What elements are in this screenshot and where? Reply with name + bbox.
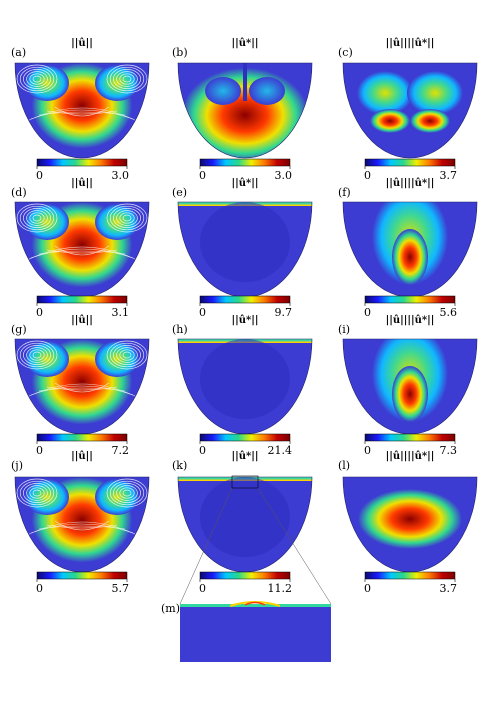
colorbar-min: 0: [36, 169, 43, 182]
panel-c: (c) ||û||||û*|| 0 3.7: [338, 38, 478, 182]
panel-title: ||û||||û*||: [386, 315, 435, 326]
panel-h: (h) ||û*|| 0 21.4: [172, 315, 313, 457]
colorbar-max: 3.1: [112, 306, 130, 319]
colorbar-max: 21.4: [268, 444, 293, 457]
panel-label: (l): [338, 459, 350, 472]
zoom-panel: [180, 604, 331, 662]
colorbar-min: 0: [36, 582, 43, 595]
colorbar-max: 5.6: [440, 306, 458, 319]
panel-d: (d) ||û|| 0 3.1: [11, 178, 150, 319]
colorbar-min: 0: [199, 444, 206, 457]
colorbar-max: 7.3: [440, 444, 458, 457]
panel-title: ||û*||: [231, 38, 258, 49]
colorbar-min: 0: [36, 444, 43, 457]
panel-label: (g): [11, 323, 27, 336]
colorbar: [199, 158, 291, 167]
colorbar-max: 3.7: [440, 169, 458, 182]
domain-field: [343, 63, 477, 158]
panel-b: (b) ||û*|| 0 3.0: [172, 38, 313, 182]
colorbar: [364, 295, 456, 304]
panel-title: ||û*||: [231, 451, 258, 462]
colorbar: [36, 433, 128, 442]
panel-f: (f) ||û||||û*|| 0 5.6: [338, 178, 478, 319]
colorbar-max: 5.7: [112, 582, 130, 595]
panels-group: (a)||û||0 3.0(b)||û*||0 3.0(c)||û||||û*||0…: [11, 38, 478, 595]
colorbar-max: 3.7: [440, 582, 458, 595]
zoom-box: [231, 475, 259, 489]
colorbar: [36, 158, 128, 167]
colorbar: [199, 295, 291, 304]
field-features: [178, 202, 312, 282]
field-features: [178, 339, 312, 419]
colorbar-min: 0: [199, 306, 206, 319]
field-features: [372, 202, 448, 285]
colorbar-min: 0: [199, 582, 206, 595]
field-features: [181, 63, 309, 158]
field-features: [358, 489, 462, 549]
panel-label: (e): [172, 186, 187, 199]
panel-label: (j): [11, 459, 23, 472]
field-features: [357, 71, 463, 133]
colorbar-min: 0: [36, 306, 43, 319]
panel-g: (g) ||û|| 0 7.2: [11, 315, 150, 457]
panel-k: (k) ||û*|| 0 11.2: [172, 451, 313, 595]
panel-title: ||û||||û*||: [386, 451, 435, 462]
panel-label: (b): [172, 46, 188, 59]
panel-title: ||û||: [71, 451, 93, 462]
panel-title: ||û||: [71, 178, 93, 189]
field-features: [16, 477, 148, 563]
panel-l: (l) ||û||||û*|| 0 3.7: [338, 451, 478, 595]
panel-j: (j) ||û|| 0 5.7: [11, 451, 150, 595]
field-features: [178, 477, 312, 557]
panel-e: (e) ||û*|| 0 9.7: [172, 178, 313, 319]
panel-label: (h): [172, 323, 188, 336]
panel-title: ||û||: [71, 38, 93, 49]
colorbar: [199, 433, 291, 442]
field-features: [16, 202, 148, 288]
panel-label: (i): [338, 323, 350, 336]
colorbar: [364, 433, 456, 442]
panel-a: (a) ||û|| 0 3.0: [11, 38, 150, 182]
panel-label: (k): [172, 459, 187, 472]
colorbar: [364, 571, 456, 580]
colorbar-min: 0: [364, 306, 371, 319]
colorbar: [199, 571, 291, 580]
panel-title: ||û||: [71, 315, 93, 326]
panel-title: ||û*||: [231, 178, 258, 189]
colorbar-min: 0: [364, 444, 371, 457]
panel-label: (d): [11, 186, 27, 199]
colorbar-min: 0: [364, 169, 371, 182]
panel-title: ||û||||û*||: [386, 38, 435, 49]
zoom-inset: (m): [161, 475, 332, 662]
colorbar-max: 9.7: [275, 306, 293, 319]
panel-title: ||û*||: [231, 315, 258, 326]
colorbar: [36, 571, 128, 580]
colorbar-min: 0: [364, 582, 371, 595]
colorbar: [36, 295, 128, 304]
panel-label: (a): [11, 46, 26, 59]
colorbar-max: 11.2: [268, 582, 293, 595]
colorbar-max: 3.0: [275, 169, 293, 182]
colorbar: [364, 158, 456, 167]
panel-label: (c): [338, 46, 353, 59]
colorbar-max: 7.2: [112, 444, 130, 457]
colorbar-max: 3.0: [112, 169, 130, 182]
colorbar-min: 0: [199, 169, 206, 182]
field-features: [372, 339, 448, 422]
panel-label: (f): [338, 186, 351, 199]
panel-label: (m): [161, 602, 180, 615]
panel-title: ||û||||û*||: [386, 178, 435, 189]
field-features: [16, 339, 148, 425]
panel-i: (i) ||û||||û*|| 0 7.3: [338, 315, 478, 457]
field-features: [16, 63, 148, 149]
